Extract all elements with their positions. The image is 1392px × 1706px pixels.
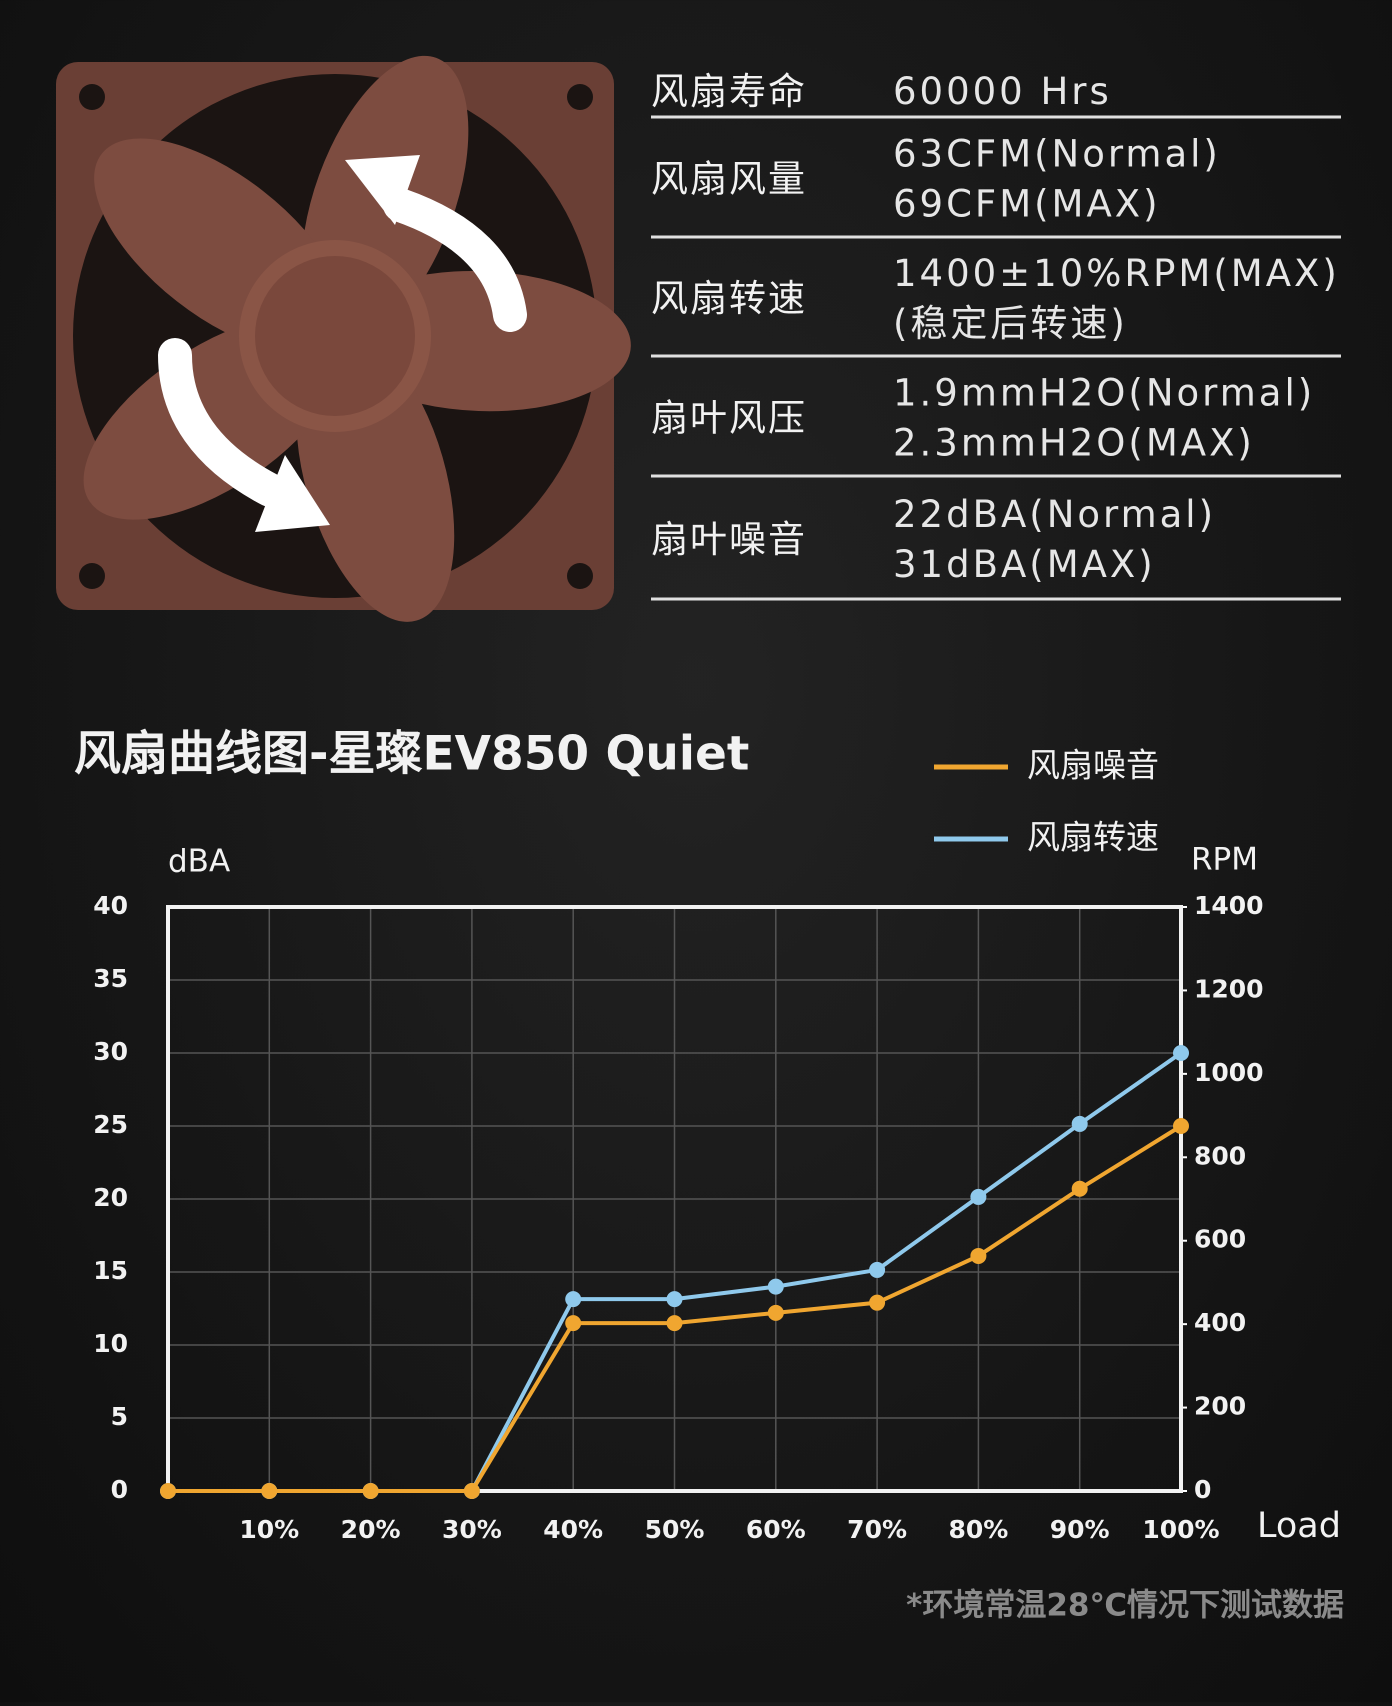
data-point bbox=[261, 1483, 278, 1499]
spec-label: 风扇转速 bbox=[651, 277, 807, 320]
x-axis-label: Load bbox=[1257, 1506, 1341, 1546]
x-tick-label: 60% bbox=[746, 1515, 806, 1544]
spec-value: 2.3mmH2O(MAX) bbox=[893, 422, 1255, 465]
y-tick-label: 25 bbox=[93, 1110, 128, 1139]
y-tick-label: 35 bbox=[93, 964, 128, 993]
data-point bbox=[362, 1483, 379, 1499]
y2-tick-label: 1400 bbox=[1194, 891, 1264, 920]
x-tick-label: 80% bbox=[948, 1515, 1008, 1544]
y2-tick-label: 200 bbox=[1194, 1392, 1246, 1421]
data-point bbox=[1173, 1045, 1189, 1061]
y-tick-label: 5 bbox=[111, 1402, 128, 1431]
y2-tick-label: 1200 bbox=[1194, 974, 1264, 1003]
data-point bbox=[1071, 1180, 1088, 1197]
chart-title: 风扇曲线图-星璨EV850 Quiet bbox=[74, 727, 749, 782]
y2-axis-label: RPM bbox=[1191, 842, 1258, 878]
data-point bbox=[160, 1483, 176, 1499]
data-point bbox=[565, 1291, 582, 1308]
x-tick-label: 30% bbox=[442, 1515, 502, 1544]
x-tick-label: 70% bbox=[847, 1515, 907, 1544]
spec-label: 风扇寿命 bbox=[651, 70, 807, 113]
data-point bbox=[970, 1247, 987, 1264]
spec-value: 1.9mmH2O(Normal) bbox=[893, 372, 1315, 415]
data-point bbox=[1173, 1118, 1189, 1134]
legend-label: 风扇噪音 bbox=[1027, 746, 1159, 785]
data-point bbox=[666, 1315, 683, 1332]
chart: 0510152025303540020040060080010001200140… bbox=[93, 746, 1263, 1545]
x-tick-label: 100% bbox=[1142, 1515, 1219, 1544]
plot-frame bbox=[166, 905, 1183, 1493]
y-tick-label: 10 bbox=[93, 1329, 128, 1358]
data-point bbox=[767, 1304, 784, 1321]
data-point bbox=[565, 1315, 582, 1332]
spec-value: 60000 Hrs bbox=[893, 70, 1112, 113]
y2-tick-label: 400 bbox=[1194, 1308, 1246, 1337]
x-tick-label: 20% bbox=[341, 1515, 401, 1544]
y-tick-label: 20 bbox=[93, 1183, 128, 1212]
data-point bbox=[463, 1483, 480, 1499]
y2-tick-label: 600 bbox=[1194, 1225, 1246, 1254]
y2-tick-label: 1000 bbox=[1194, 1058, 1264, 1087]
rotation-arrows bbox=[158, 188, 527, 507]
y-axis-label: dBA bbox=[168, 844, 230, 880]
arrow-head bbox=[255, 455, 330, 532]
data-point bbox=[970, 1188, 987, 1205]
data-point bbox=[1071, 1115, 1088, 1132]
data-point bbox=[666, 1291, 683, 1308]
spec-label: 扇叶噪音 bbox=[651, 518, 807, 561]
fan-image bbox=[56, 55, 631, 622]
x-tick-label: 90% bbox=[1050, 1515, 1110, 1544]
y-tick-label: 40 bbox=[93, 891, 128, 920]
y-tick-label: 0 bbox=[111, 1475, 128, 1504]
data-point bbox=[767, 1278, 784, 1295]
spec-label: 扇叶风压 bbox=[651, 397, 807, 440]
y-tick-label: 15 bbox=[93, 1256, 128, 1285]
arrow-head bbox=[345, 155, 420, 225]
spec-value: 63CFM(Normal) bbox=[893, 133, 1221, 176]
spec-value: 22dBA(Normal) bbox=[893, 493, 1216, 536]
data-point bbox=[869, 1261, 886, 1278]
spec-value: 69CFM(MAX) bbox=[893, 183, 1161, 226]
spec-value: (稳定后转速) bbox=[893, 302, 1128, 345]
legend-label: 风扇转速 bbox=[1027, 818, 1159, 857]
y2-tick-label: 800 bbox=[1194, 1141, 1246, 1170]
spec-label: 风扇风量 bbox=[651, 158, 807, 201]
spec-table: 风扇寿命 60000 Hrs 风扇风量 63CFM(Normal) 69CFM(MAX)… bbox=[651, 70, 1341, 601]
x-tick-label: 50% bbox=[645, 1515, 705, 1544]
fan-hub-cap bbox=[255, 256, 415, 416]
x-tick-label: 10% bbox=[239, 1515, 299, 1544]
y2-tick-label: 0 bbox=[1194, 1475, 1211, 1504]
spec-value: 31dBA(MAX) bbox=[893, 543, 1156, 586]
footnote: *环境常温28℃情况下测试数据 bbox=[906, 1588, 1344, 1624]
mount-holes bbox=[79, 84, 593, 589]
data-point bbox=[869, 1294, 886, 1311]
x-tick-label: 40% bbox=[543, 1515, 603, 1544]
spec-value: 1400±10%RPM(MAX) bbox=[893, 252, 1340, 295]
y-tick-label: 30 bbox=[93, 1037, 128, 1066]
